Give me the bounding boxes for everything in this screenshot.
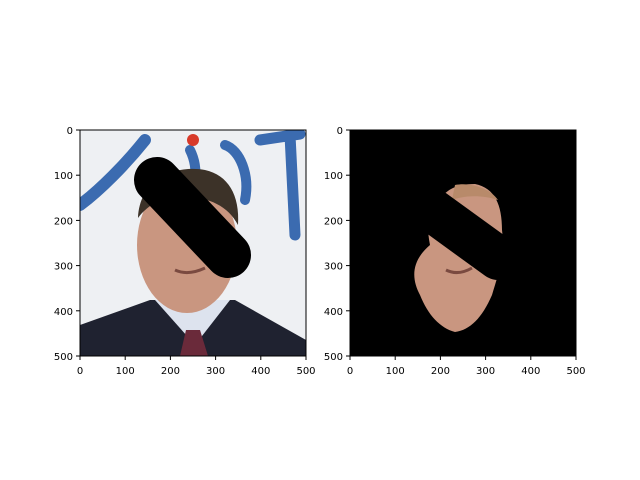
y-tick-label: 0 [67,126,73,137]
y-tick-label: 200 [324,216,343,227]
y-tick-label: 400 [324,307,343,318]
y-tick-label: 100 [324,171,343,182]
axes-frame [79,129,307,357]
original-image [80,130,306,356]
axis-ticks: 0 100 200 300 400 500 0 100 200 300 400 500 [54,126,316,377]
y-tick-label: 100 [54,171,73,182]
x-tick-label: 300 [476,366,495,377]
x-tick-label: 300 [206,366,225,377]
y-tick-label: 0 [337,126,343,137]
axis-ticks: 0 100 200 300 400 500 0 100 200 300 400 500 [324,126,586,377]
y-tick-label: 200 [54,216,73,227]
x-tick-label: 200 [161,366,180,377]
occlusion-band [134,157,251,278]
x-tick-label: 0 [77,366,83,377]
segmented-image [350,130,576,356]
x-tick-label: 200 [431,366,450,377]
axes-frame [349,129,577,357]
segmented-image-panel: 0 100 200 300 400 500 0 100 200 300 400 500 [324,126,586,377]
y-tick-label: 400 [54,307,73,318]
original-image-panel: 0 100 200 300 400 500 0 100 200 300 400 500 [54,126,316,377]
y-tick-label: 300 [324,262,343,273]
x-tick-label: 100 [116,366,135,377]
x-tick-label: 100 [386,366,405,377]
y-tick-label: 500 [54,352,73,363]
x-tick-label: 0 [347,366,353,377]
y-tick-label: 300 [54,262,73,273]
x-tick-label: 500 [296,366,315,377]
x-tick-label: 400 [251,366,270,377]
y-tick-label: 500 [324,352,343,363]
x-tick-label: 500 [566,366,585,377]
x-tick-label: 400 [521,366,540,377]
